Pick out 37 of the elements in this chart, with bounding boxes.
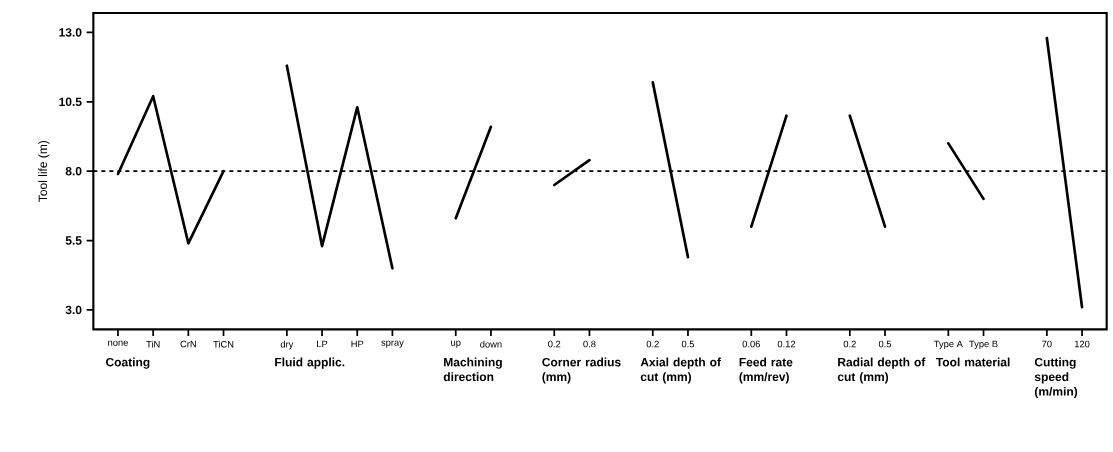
x-tick-label: 0.2 [843,340,856,348]
x-tick-label: up [451,340,461,348]
text: Tool material [935,357,1010,367]
text: Radial depth of cut (mm) [837,357,926,384]
x-tick-label: 120 [1074,340,1090,348]
text: Cutting speed (m/min) [1034,357,1078,399]
x-tick-label: none [108,340,128,346]
text: Coating [106,357,150,369]
x-tick-label: dry [280,340,294,350]
x-tick-label: down [480,340,502,348]
y-tick-label: 10.5 [59,97,82,107]
x-tick-label: 0.5 [681,340,695,348]
x-tick-label: Type A [934,340,963,350]
y-tick-label: 8.0 [65,166,82,176]
x-tick-label: 0.5 [878,340,892,348]
text: Fluid applic. [275,357,345,369]
y-tick-label: 5.5 [65,236,82,245]
x-tick-label: HP [351,340,364,348]
x-tick-label: 0.2 [646,340,659,348]
x-tick-label: Type B [969,340,998,350]
x-tick-label: TiCN [213,340,234,348]
x-tick-label: TiN [146,340,160,348]
text: Machining direction [443,357,502,382]
x-tick-label: LP [317,340,328,348]
x-tick-label: CrN [180,340,196,348]
x-tick-label: 0.12 [777,340,796,348]
text: Feed rate (mm/rev) [739,357,793,384]
x-tick-label: 70 [1042,340,1052,348]
x-tick-label: 0.8 [583,340,596,348]
text: Axial depth of cut (mm) [640,357,721,384]
x-tick-label: 0.2 [548,340,561,348]
x-tick-label: spray [381,340,404,348]
x-tick-label: 0.06 [742,340,760,348]
text: Corner radius (mm) [542,357,621,384]
y-axis-title: Tool life (m) [38,140,50,202]
y-tick-label: 3.0 [65,305,82,315]
y-tick-label: 13.0 [59,28,82,37]
